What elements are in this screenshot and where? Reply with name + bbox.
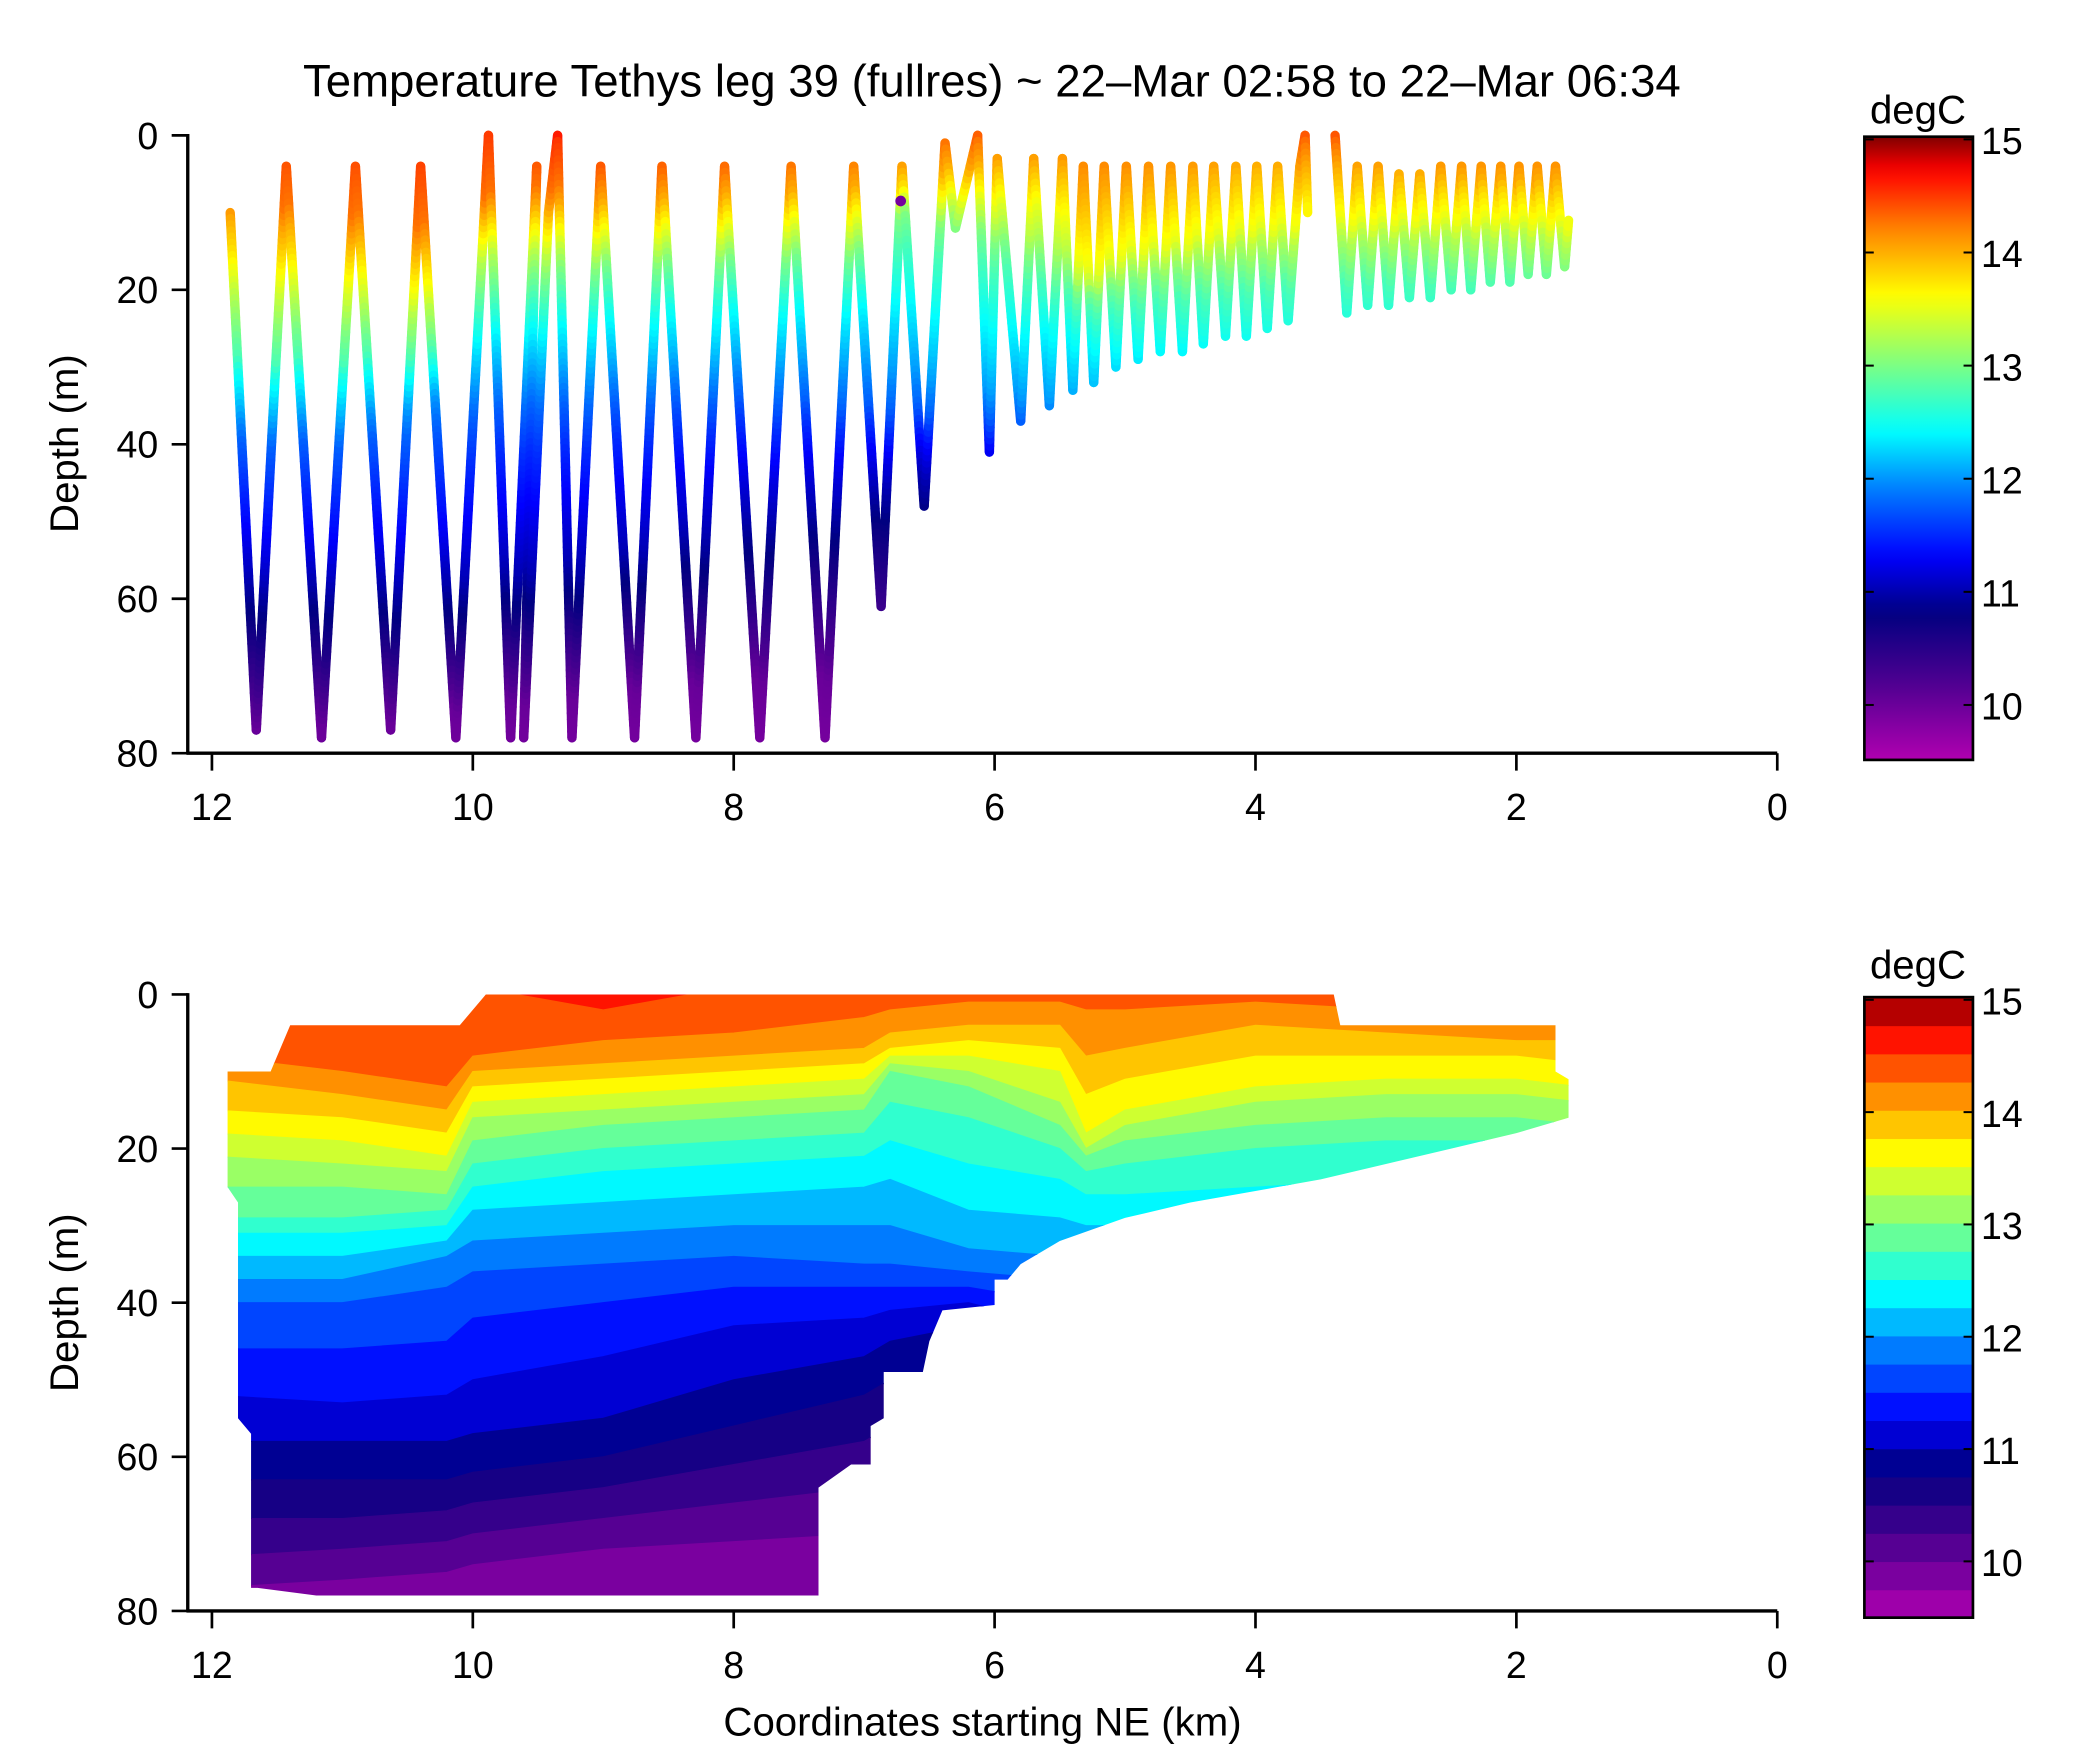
colorbar-tick-label: 10 <box>1981 1542 2023 1584</box>
x-tick-label: 6 <box>984 786 1005 828</box>
x-tick-label: 2 <box>1506 786 1527 828</box>
colorbar-tick-label: 13 <box>1981 346 2023 388</box>
colorbar-tick-label: 12 <box>1981 459 2023 501</box>
chart-title: Temperature Tethys leg 39 (fullres) ~ 22… <box>303 55 1681 106</box>
bottom-colorbar: degC 15 14 13 12 11 10 <box>1863 942 2023 1619</box>
y-tick-label: 20 <box>117 269 159 311</box>
top-colorbar-ticks: 15 14 13 12 11 10 <box>1864 120 2023 728</box>
colorbar-band <box>1864 1476 1973 1506</box>
x-tick-label: 4 <box>1245 1644 1266 1686</box>
colorbar-band <box>1864 1363 1973 1393</box>
colorbar-band <box>1864 1222 1973 1252</box>
colorbar-band <box>1864 1053 1973 1083</box>
y-tick-label: 40 <box>117 1282 159 1324</box>
top-colorbar: degC 15 14 13 12 11 10 <box>1863 87 2023 762</box>
x-tick-label: 10 <box>452 1644 494 1686</box>
colorbar-band <box>1864 1307 1973 1337</box>
x-tick-label: 0 <box>1767 786 1788 828</box>
colorbar-band <box>1864 1533 1973 1563</box>
colorbar-tick-label: 10 <box>1981 686 2023 728</box>
colorbar-tick-label: 15 <box>1981 981 2023 1023</box>
colorbar-band <box>1864 1589 1973 1619</box>
colorbar-band <box>1864 1448 1973 1478</box>
x-tick-label: 4 <box>1245 786 1266 828</box>
colorbar-tick-label: 15 <box>1981 120 2023 162</box>
x-tick-label: 12 <box>191 786 233 828</box>
colorbar-tick-label: 14 <box>1981 233 2023 275</box>
colorbar-band <box>1864 1138 1973 1168</box>
top-plot-area <box>225 130 1574 743</box>
colorbar-band <box>1864 997 1973 1027</box>
colorbar-band <box>1864 1081 1973 1111</box>
outlier-point <box>895 195 907 207</box>
y-tick-label: 0 <box>137 115 158 157</box>
colorbar-band <box>1864 1250 1973 1280</box>
y-tick-label: 60 <box>117 578 159 620</box>
colorbar-tick-label: 14 <box>1981 1093 2023 1135</box>
bottom-plot-area <box>227 994 1569 1596</box>
x-tick-label: 8 <box>723 1644 744 1686</box>
y-tick-label: 0 <box>137 974 158 1016</box>
y-tick-label: 80 <box>117 733 159 775</box>
colorbar-band <box>1864 1504 1973 1534</box>
colorbar-tick-label: 13 <box>1981 1205 2023 1247</box>
x-tick-label: 2 <box>1506 1644 1527 1686</box>
colorbar-band <box>1864 1109 1973 1139</box>
y-tick-label: 80 <box>117 1590 159 1632</box>
x-tick-label: 12 <box>191 1644 233 1686</box>
colorbar-band <box>1864 1194 1973 1224</box>
colorbar-band <box>1864 1335 1973 1365</box>
x-tick-label: 6 <box>984 1644 1005 1686</box>
top-y-axis-label: Depth (m) <box>42 354 87 533</box>
bottom-colorbar-ticks: 15 14 13 12 11 10 <box>1864 981 2023 1584</box>
colorbar-band <box>1864 1420 1973 1450</box>
y-tick-label: 20 <box>117 1128 159 1170</box>
colorbar-band <box>1864 1392 1973 1422</box>
x-tick-label: 8 <box>723 786 744 828</box>
y-tick-label: 60 <box>117 1436 159 1478</box>
colorbar-tick-label: 11 <box>1981 1430 2020 1472</box>
y-tick-label: 40 <box>117 424 159 466</box>
colorbar-tick-label: 11 <box>1981 573 2020 615</box>
bottom-colorbar-bands <box>1864 997 1973 1619</box>
colorbar-band <box>1864 1025 1973 1055</box>
top-colorbar-label: degC <box>1870 87 1966 132</box>
colorbar-band <box>1864 1279 1973 1309</box>
bottom-y-axis-label: Depth (m) <box>42 1213 87 1392</box>
colorbar-band <box>1864 1561 1973 1591</box>
bottom-colorbar-frame <box>1863 995 1975 1619</box>
bottom-x-axis-label: Coordinates starting NE (km) <box>723 1700 1241 1745</box>
x-tick-label: 0 <box>1767 1644 1788 1686</box>
colorbar-tick-label: 12 <box>1981 1317 2023 1359</box>
bottom-colorbar-label: degC <box>1870 942 1966 987</box>
x-tick-label: 10 <box>452 786 494 828</box>
colorbar-band <box>1864 1166 1973 1196</box>
top-colorbar-gradient <box>1863 135 1975 762</box>
